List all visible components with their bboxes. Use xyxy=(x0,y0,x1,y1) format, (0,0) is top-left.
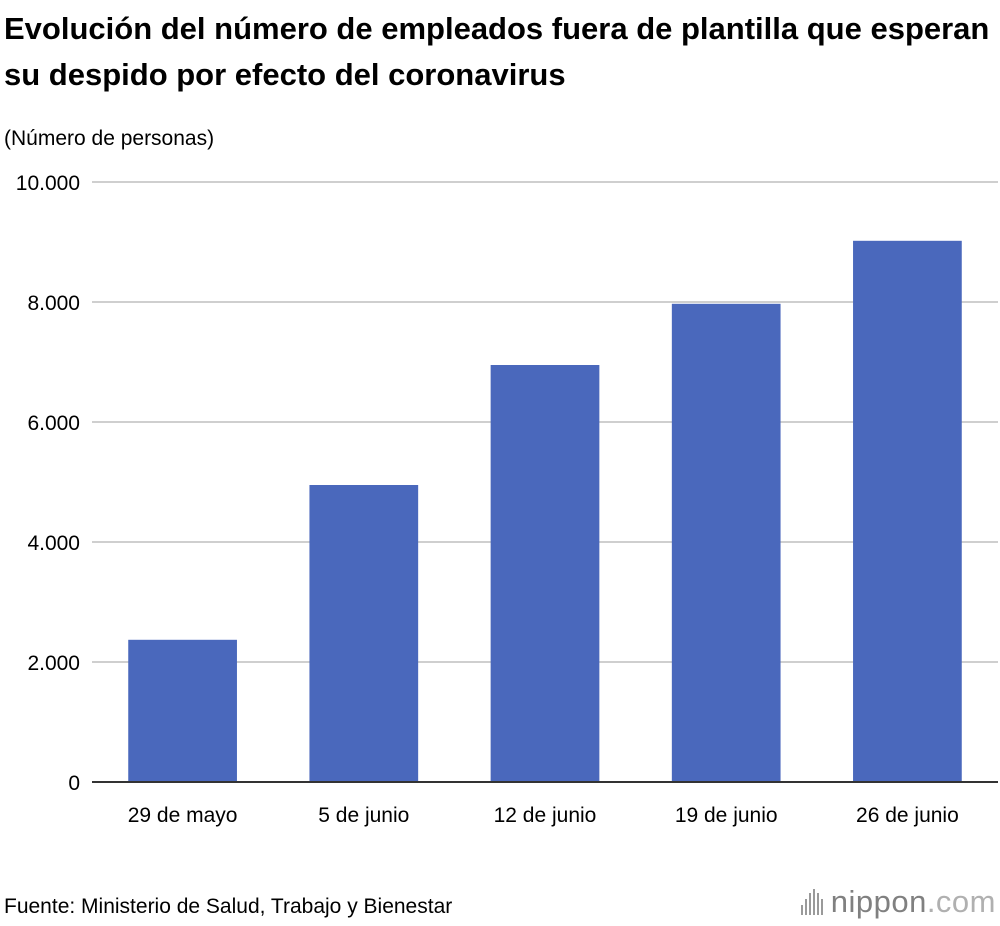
y-axis-ticks: 0 2.000 4.000 6.000 8.000 10.000 xyxy=(16,172,80,795)
bar xyxy=(309,485,419,782)
x-tick-label: 12 de junio xyxy=(494,804,597,827)
x-tick-label: 26 de junio xyxy=(856,804,959,827)
brand-logo: nippon.com xyxy=(800,882,996,922)
y-axis-label: (Número de personas) xyxy=(4,127,215,150)
bar xyxy=(853,240,962,783)
y-tick-label: 0 xyxy=(68,772,80,795)
bar xyxy=(490,365,600,782)
y-tick-label: 4.000 xyxy=(27,532,80,555)
bars xyxy=(128,240,962,783)
y-tick-label: 8.000 xyxy=(27,292,80,315)
bar xyxy=(128,639,237,782)
y-tick-label: 6.000 xyxy=(27,412,80,435)
bar xyxy=(671,303,781,782)
x-axis-ticks: 29 de mayo 5 de junio 12 de junio 19 de jun… xyxy=(128,804,959,827)
y-tick-label: 10.000 xyxy=(16,172,80,195)
brand-name: nippon.com xyxy=(831,884,996,920)
y-tick-label: 2.000 xyxy=(27,652,80,675)
x-tick-label: 5 de junio xyxy=(318,804,409,827)
x-tick-label: 29 de mayo xyxy=(128,804,238,827)
x-tick-label: 19 de junio xyxy=(675,804,778,827)
chart-title: Evolución del número de empleados fuera … xyxy=(4,11,990,92)
bar-chart: 0 2.000 4.000 6.000 8.000 10.000 29 de mayo 5 … xyxy=(16,172,998,827)
brand-name-main: nippon xyxy=(830,884,927,919)
source-note: Fuente: Ministerio de Salud, Trabajo y B… xyxy=(4,895,453,918)
brand-mark-icon xyxy=(800,889,823,915)
brand-name-suffix: .com xyxy=(926,884,996,919)
